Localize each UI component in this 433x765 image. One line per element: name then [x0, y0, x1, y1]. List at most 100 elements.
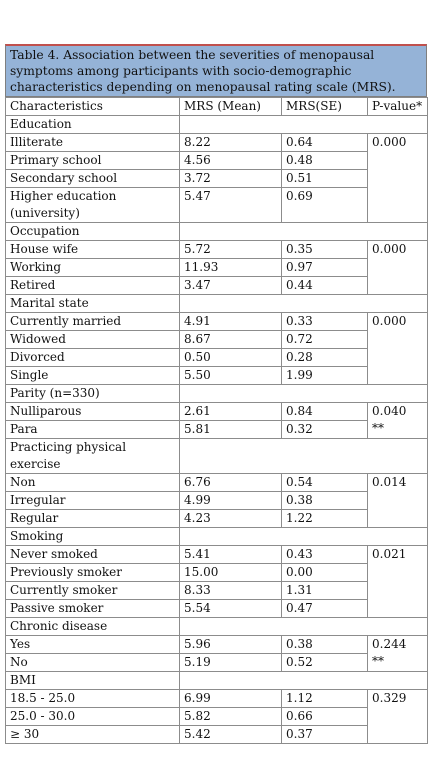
empty-cell — [179, 384, 428, 403]
value-cell: 0.44 — [281, 276, 368, 295]
value-cell: 3.47 — [179, 276, 282, 295]
row-label: Higher education (university) — [5, 187, 180, 223]
section-row: Chronic disease — [5, 617, 428, 636]
data-row: 25.0 - 30.0 5.82 0.66 — [5, 707, 428, 726]
data-row: Retired 3.47 0.44 — [5, 276, 428, 295]
value-cell: 0.37 — [281, 725, 368, 744]
empty-cell — [179, 527, 428, 546]
table-block: Table 4. Association between the severit… — [5, 44, 428, 744]
value-cell: 0.43 — [281, 545, 368, 564]
value-cell: 3.72 — [179, 169, 282, 188]
row-label: 25.0 - 30.0 — [5, 707, 180, 726]
pvalue-note: ** — [372, 654, 384, 668]
table-body: Characteristics MRS (Mean) MRS(SE) P-value*… — [5, 97, 428, 744]
row-label: Primary school — [5, 151, 180, 170]
row-label: Illiterate — [5, 133, 180, 152]
value-cell: 5.47 — [179, 187, 282, 223]
data-row: Widowed 8.67 0.72 — [5, 330, 428, 349]
pvalue: 0.000 — [372, 242, 407, 256]
pvalue-cell: 0.329 — [367, 689, 428, 744]
value-cell: 0.69 — [281, 187, 368, 223]
row-label: Retired — [5, 276, 180, 295]
pvalue-cell: 0.000 — [367, 133, 428, 223]
value-cell: 6.76 — [179, 473, 282, 492]
section-row: Smoking — [5, 527, 428, 546]
value-cell: 1.31 — [281, 581, 368, 600]
pvalue-cell: 0.000 — [367, 240, 428, 295]
row-label: 18.5 - 25.0 — [5, 689, 180, 708]
value-cell: 4.56 — [179, 151, 282, 170]
pvalue: 0.040 — [372, 404, 407, 418]
data-row: ≥ 30 5.42 0.37 — [5, 725, 428, 744]
value-cell: 1.99 — [281, 366, 368, 385]
empty-cell — [179, 115, 428, 134]
pvalue: 0.021 — [372, 547, 407, 561]
data-row: Illiterate 8.22 0.64 0.000 — [5, 133, 428, 223]
value-cell: 0.54 — [281, 473, 368, 492]
value-cell: 4.91 — [179, 312, 282, 331]
empty-cell — [179, 294, 428, 313]
row-label: Currently married — [5, 312, 180, 331]
value-cell: 0.33 — [281, 312, 368, 331]
value-cell: 0.38 — [281, 491, 368, 510]
section-row: BMI — [5, 671, 428, 690]
value-cell: 5.42 — [179, 725, 282, 744]
data-row: Previously smoker 15.00 0.00 — [5, 563, 428, 582]
value-cell: 15.00 — [179, 563, 282, 582]
pvalue-cell: 0.244 ** — [367, 635, 428, 672]
data-row: Irregular 4.99 0.38 — [5, 491, 428, 510]
pvalue-cell: 0.014 — [367, 473, 428, 528]
value-cell: 8.67 — [179, 330, 282, 349]
data-row: No 5.19 0.52 — [5, 653, 428, 672]
section-row: Occupation — [5, 222, 428, 241]
value-cell: 0.51 — [281, 169, 368, 188]
data-row: Non 6.76 0.54 0.014 — [5, 473, 428, 528]
data-row: Divorced 0.50 0.28 — [5, 348, 428, 367]
empty-cell — [179, 671, 428, 690]
row-label: Irregular — [5, 491, 180, 510]
row-label: ≥ 30 — [5, 725, 180, 744]
value-cell: 4.99 — [179, 491, 282, 510]
value-cell: 0.52 — [281, 653, 368, 672]
value-cell: 0.66 — [281, 707, 368, 726]
data-row: Primary school 4.56 0.48 — [5, 151, 428, 170]
data-row: Currently married 4.91 0.33 0.000 — [5, 312, 428, 385]
value-cell: 0.50 — [179, 348, 282, 367]
value-cell: 6.99 — [179, 689, 282, 708]
data-row: Nulliparous 2.61 0.84 0.040 ** — [5, 402, 428, 439]
data-row: Higher education (university) 5.47 0.69 — [5, 187, 428, 223]
pvalue: 0.000 — [372, 314, 407, 328]
header-cell: P-value* — [367, 97, 428, 116]
data-row: Single 5.50 1.99 — [5, 366, 428, 385]
value-cell: 5.82 — [179, 707, 282, 726]
value-cell: 5.54 — [179, 599, 282, 618]
header-cell: Characteristics — [5, 97, 180, 116]
pvalue-cell: 0.040 ** — [367, 402, 428, 439]
value-cell: 5.41 — [179, 545, 282, 564]
table: Characteristics MRS (Mean) MRS(SE) P-value*… — [5, 97, 428, 744]
row-label: Passive smoker — [5, 599, 180, 618]
pvalue: 0.244 — [372, 637, 407, 651]
data-row: Working 11.93 0.97 — [5, 258, 428, 277]
value-cell: 5.72 — [179, 240, 282, 259]
row-label: Never smoked — [5, 545, 180, 564]
value-cell: 0.00 — [281, 563, 368, 582]
data-row: Yes 5.96 0.38 0.244 ** — [5, 635, 428, 672]
data-row: Never smoked 5.41 0.43 0.021 — [5, 545, 428, 618]
value-cell: 5.96 — [179, 635, 282, 654]
section-label: BMI — [5, 671, 180, 690]
pvalue: 0.000 — [372, 135, 407, 149]
section-label: Parity (n=330) — [5, 384, 180, 403]
value-cell: 5.81 — [179, 420, 282, 439]
row-label: No — [5, 653, 180, 672]
section-label: Chronic disease — [5, 617, 180, 636]
value-cell: 0.64 — [281, 133, 368, 152]
empty-cell — [179, 222, 428, 241]
empty-cell — [179, 617, 428, 636]
value-cell: 0.28 — [281, 348, 368, 367]
row-label: House wife — [5, 240, 180, 259]
pvalue: 0.329 — [372, 691, 407, 705]
data-row: Para 5.81 0.32 — [5, 420, 428, 439]
section-label: Occupation — [5, 222, 180, 241]
